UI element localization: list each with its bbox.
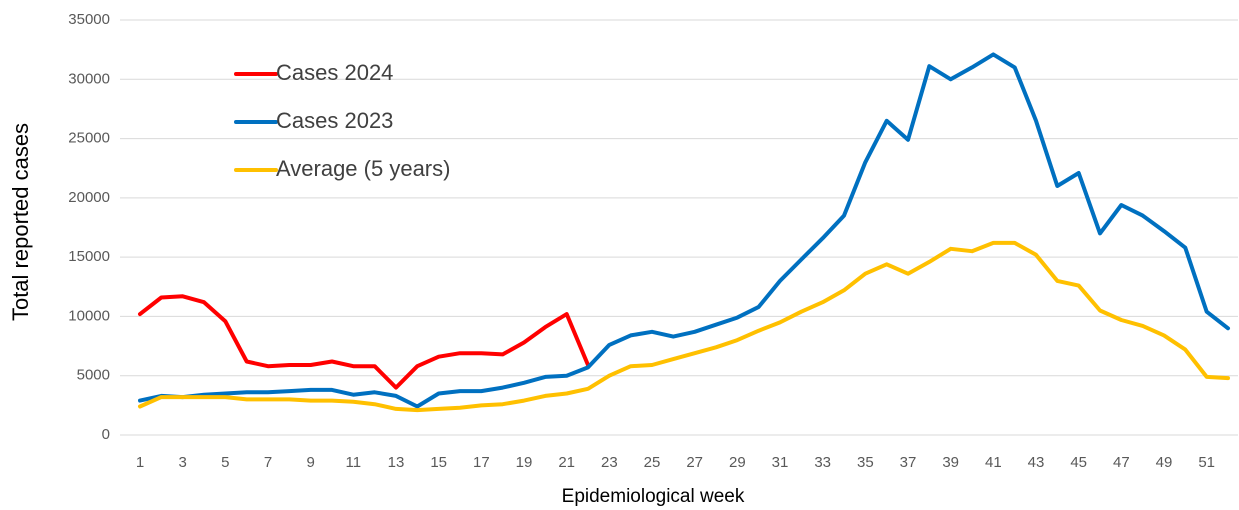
x-tick-label: 5 [221, 454, 229, 471]
x-tick-label: 37 [900, 454, 917, 471]
series-line [138, 52, 1230, 409]
x-tick-label: 39 [942, 454, 959, 471]
x-tick-label: 27 [686, 454, 703, 471]
legend-label: Cases 2024 [276, 60, 393, 85]
x-tick-label: 51 [1198, 454, 1215, 471]
y-tick-label: 20000 [68, 189, 110, 206]
x-tick-label: 45 [1070, 454, 1087, 471]
y-tick-label: 5000 [77, 367, 110, 384]
series-line [138, 294, 590, 390]
y-tick-label: 25000 [68, 130, 110, 147]
y-tick-label: 30000 [68, 70, 110, 87]
x-tick-label: 15 [430, 454, 447, 471]
legend-label: Average (5 years) [276, 156, 450, 181]
x-tick-label: 17 [473, 454, 490, 471]
y-tick-label: 35000 [68, 11, 110, 28]
x-tick-label: 43 [1028, 454, 1045, 471]
x-tick-label: 9 [306, 454, 314, 471]
y-tick-label: 10000 [68, 307, 110, 324]
x-tick-label: 31 [772, 454, 789, 471]
x-tick-label: 11 [346, 454, 362, 471]
y-tick-label: 0 [102, 426, 110, 443]
x-tick-label: 49 [1156, 454, 1173, 471]
x-tick-label: 25 [644, 454, 661, 471]
x-tick-label: 47 [1113, 454, 1130, 471]
x-tick-label: 33 [814, 454, 831, 471]
x-tick-label: 29 [729, 454, 746, 471]
x-tick-label: 1 [136, 454, 144, 471]
x-tick-label: 41 [985, 454, 1002, 471]
x-tick-label: 19 [516, 454, 533, 471]
x-tick-label: 13 [388, 454, 405, 471]
x-axis-label: Epidemiological week [562, 486, 745, 507]
y-tick-label: 15000 [68, 248, 110, 265]
x-tick-label: 3 [178, 454, 186, 471]
y-axis-label: Total reported cases [8, 123, 33, 321]
x-tick-label: 35 [857, 454, 874, 471]
x-tick-label: 7 [264, 454, 272, 471]
x-tick-label: 21 [558, 454, 575, 471]
legend-label: Cases 2023 [276, 108, 393, 133]
series-line [138, 240, 1230, 413]
x-tick-label: 23 [601, 454, 618, 471]
